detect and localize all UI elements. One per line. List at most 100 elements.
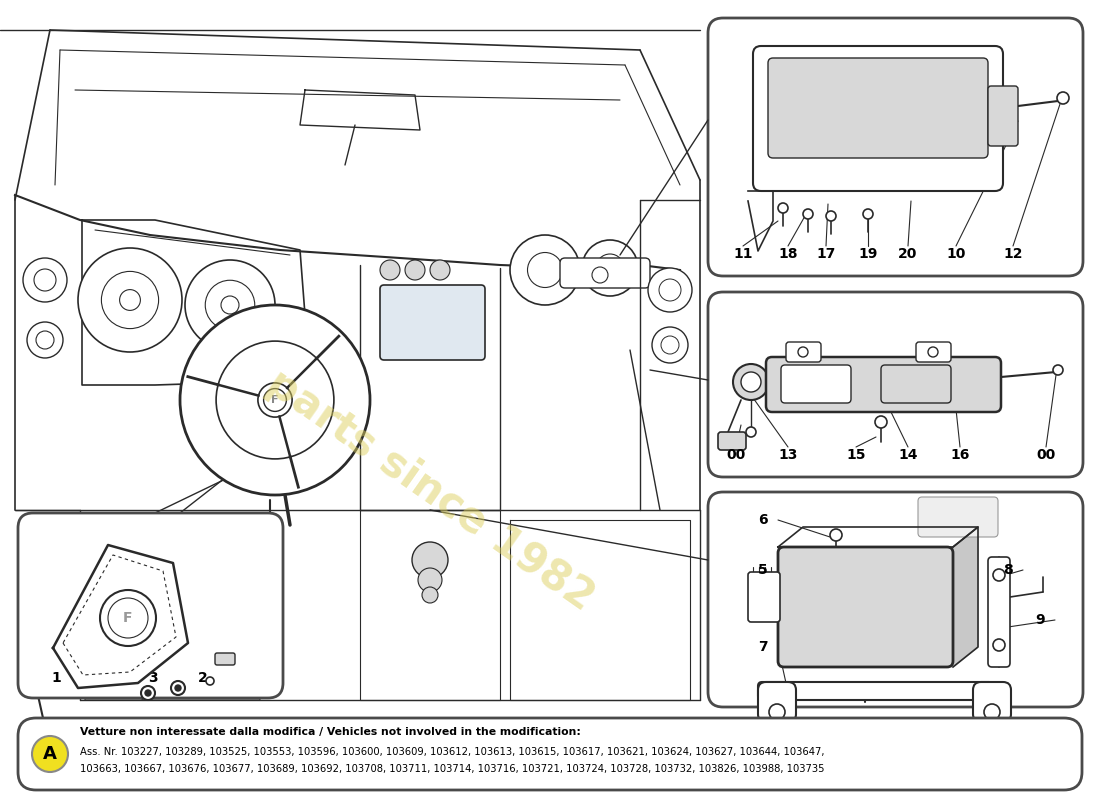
FancyBboxPatch shape	[708, 292, 1084, 477]
Circle shape	[769, 704, 785, 720]
FancyBboxPatch shape	[781, 365, 851, 403]
FancyBboxPatch shape	[214, 653, 235, 665]
Circle shape	[28, 322, 63, 358]
Text: 3: 3	[148, 671, 157, 685]
Circle shape	[180, 305, 370, 495]
Circle shape	[592, 267, 608, 283]
Circle shape	[185, 260, 275, 350]
Circle shape	[648, 268, 692, 312]
Circle shape	[652, 327, 688, 363]
Circle shape	[206, 280, 255, 330]
Circle shape	[422, 587, 438, 603]
Circle shape	[659, 279, 681, 301]
FancyBboxPatch shape	[754, 46, 1003, 191]
Circle shape	[928, 347, 938, 357]
FancyBboxPatch shape	[768, 58, 988, 158]
Circle shape	[100, 590, 156, 646]
Text: 15: 15	[846, 448, 866, 462]
FancyBboxPatch shape	[916, 342, 952, 362]
Text: 7: 7	[758, 640, 768, 654]
Circle shape	[34, 269, 56, 291]
Polygon shape	[85, 520, 260, 700]
Circle shape	[1053, 365, 1063, 375]
Circle shape	[430, 260, 450, 280]
Polygon shape	[778, 527, 978, 547]
Circle shape	[733, 364, 769, 400]
Circle shape	[596, 254, 624, 282]
FancyBboxPatch shape	[918, 497, 998, 537]
Circle shape	[803, 209, 813, 219]
Circle shape	[108, 598, 148, 638]
Text: 103663, 103667, 103676, 103677, 103689, 103692, 103708, 103711, 103714, 103716, : 103663, 103667, 103676, 103677, 103689, …	[80, 764, 825, 774]
Text: 13: 13	[779, 448, 798, 462]
Circle shape	[36, 331, 54, 349]
Circle shape	[993, 569, 1005, 581]
FancyBboxPatch shape	[758, 682, 993, 700]
Circle shape	[418, 568, 442, 592]
Text: F: F	[272, 395, 278, 405]
Circle shape	[746, 427, 756, 437]
FancyBboxPatch shape	[379, 285, 485, 360]
Polygon shape	[360, 510, 500, 700]
Circle shape	[826, 211, 836, 221]
Text: F: F	[123, 611, 133, 625]
FancyBboxPatch shape	[974, 682, 1011, 722]
FancyBboxPatch shape	[18, 513, 283, 698]
Text: 20: 20	[899, 247, 917, 261]
FancyBboxPatch shape	[560, 258, 650, 288]
Text: 19: 19	[858, 247, 878, 261]
Text: 12: 12	[1003, 247, 1023, 261]
Circle shape	[778, 203, 788, 213]
Circle shape	[175, 685, 182, 691]
Circle shape	[145, 690, 151, 696]
Circle shape	[170, 681, 185, 695]
Circle shape	[798, 347, 808, 357]
Circle shape	[257, 383, 293, 417]
Circle shape	[582, 240, 638, 296]
Text: 18: 18	[779, 247, 798, 261]
Text: 5: 5	[758, 563, 768, 577]
Text: 4: 4	[101, 671, 111, 685]
Polygon shape	[953, 527, 978, 667]
Text: 00: 00	[1036, 448, 1056, 462]
Circle shape	[1057, 92, 1069, 104]
Circle shape	[101, 271, 158, 329]
Text: Vetture non interessate dalla modifica / Vehicles not involved in the modificati: Vetture non interessate dalla modifica /…	[80, 727, 581, 737]
FancyBboxPatch shape	[708, 18, 1084, 276]
Text: Ass. Nr. 103227, 103289, 103525, 103553, 103596, 103600, 103609, 103612, 103613,: Ass. Nr. 103227, 103289, 103525, 103553,…	[80, 747, 825, 757]
Circle shape	[864, 209, 873, 219]
Circle shape	[216, 341, 334, 459]
Circle shape	[120, 290, 141, 310]
Circle shape	[993, 639, 1005, 651]
Circle shape	[78, 248, 182, 352]
Polygon shape	[300, 90, 420, 130]
Circle shape	[264, 389, 286, 411]
Text: 00: 00	[726, 448, 746, 462]
FancyBboxPatch shape	[786, 342, 821, 362]
FancyBboxPatch shape	[766, 357, 1001, 412]
Circle shape	[741, 372, 761, 392]
Circle shape	[206, 677, 214, 685]
FancyBboxPatch shape	[988, 557, 1010, 667]
Circle shape	[510, 235, 580, 305]
Circle shape	[141, 686, 155, 700]
Text: 14: 14	[899, 448, 917, 462]
Circle shape	[661, 336, 679, 354]
FancyBboxPatch shape	[748, 572, 780, 622]
FancyBboxPatch shape	[778, 547, 953, 667]
FancyBboxPatch shape	[881, 365, 952, 403]
FancyBboxPatch shape	[708, 492, 1084, 707]
Text: 8: 8	[1003, 563, 1013, 577]
FancyBboxPatch shape	[988, 86, 1018, 146]
Circle shape	[528, 253, 562, 287]
Circle shape	[221, 296, 239, 314]
Polygon shape	[53, 545, 188, 688]
Circle shape	[23, 258, 67, 302]
Text: 2: 2	[198, 671, 208, 685]
Circle shape	[830, 529, 842, 541]
FancyBboxPatch shape	[718, 432, 746, 450]
Text: 11: 11	[734, 247, 752, 261]
Circle shape	[874, 416, 887, 428]
Circle shape	[412, 542, 448, 578]
FancyBboxPatch shape	[18, 718, 1082, 790]
